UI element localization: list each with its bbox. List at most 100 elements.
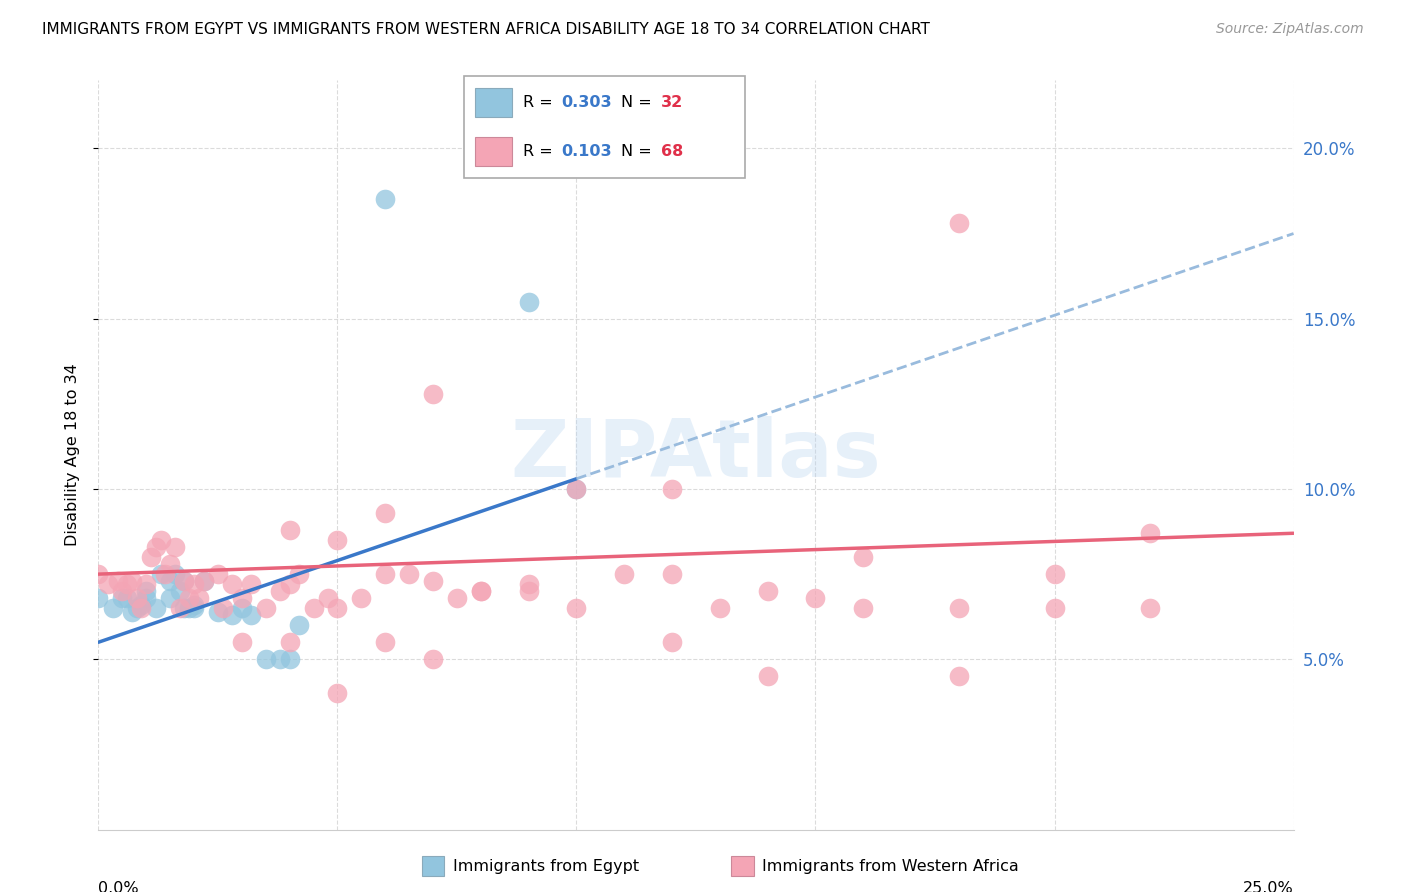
- Point: [278, 523, 301, 537]
- Point: [278, 652, 301, 666]
- Text: Source: ZipAtlas.com: Source: ZipAtlas.com: [1216, 22, 1364, 37]
- Point: [288, 618, 311, 632]
- Text: 0.103: 0.103: [561, 145, 612, 160]
- Point: [422, 652, 444, 666]
- Point: [326, 533, 349, 547]
- Point: [187, 591, 209, 605]
- Point: [87, 591, 110, 605]
- Text: R =: R =: [523, 95, 558, 110]
- Point: [115, 577, 138, 591]
- Point: [101, 601, 124, 615]
- Point: [179, 591, 201, 605]
- Point: [852, 601, 875, 615]
- Point: [183, 577, 205, 591]
- Point: [852, 550, 875, 565]
- Text: Immigrants from Egypt: Immigrants from Egypt: [453, 859, 638, 873]
- Point: [254, 601, 277, 615]
- Point: [221, 577, 243, 591]
- Point: [149, 533, 172, 547]
- Point: [374, 635, 396, 649]
- Text: 0.0%: 0.0%: [98, 880, 139, 892]
- Text: 32: 32: [661, 95, 683, 110]
- Point: [565, 601, 588, 615]
- Point: [145, 601, 167, 615]
- Point: [159, 591, 181, 605]
- Point: [398, 567, 420, 582]
- Point: [613, 567, 636, 582]
- Point: [173, 574, 195, 588]
- Point: [269, 584, 291, 599]
- Point: [302, 601, 325, 615]
- Point: [661, 567, 683, 582]
- Point: [948, 216, 970, 230]
- Point: [446, 591, 468, 605]
- Point: [183, 601, 205, 615]
- Point: [145, 540, 167, 554]
- Point: [326, 601, 349, 615]
- Point: [565, 482, 588, 496]
- Text: 0.303: 0.303: [561, 95, 612, 110]
- Point: [97, 577, 120, 591]
- Point: [125, 591, 148, 605]
- Point: [155, 567, 177, 582]
- Point: [517, 577, 540, 591]
- Text: R =: R =: [523, 145, 558, 160]
- Point: [163, 540, 186, 554]
- Point: [565, 482, 588, 496]
- Point: [135, 591, 157, 605]
- Point: [149, 567, 172, 582]
- Point: [139, 550, 162, 565]
- Point: [163, 567, 186, 582]
- Text: Immigrants from Western Africa: Immigrants from Western Africa: [762, 859, 1019, 873]
- FancyBboxPatch shape: [464, 76, 745, 178]
- Point: [173, 574, 195, 588]
- Point: [470, 584, 492, 599]
- Text: 68: 68: [661, 145, 683, 160]
- Point: [756, 584, 779, 599]
- Point: [231, 601, 253, 615]
- Text: N =: N =: [621, 145, 658, 160]
- Point: [207, 605, 229, 619]
- Point: [316, 591, 339, 605]
- Text: N =: N =: [621, 95, 658, 110]
- Point: [87, 567, 110, 582]
- Point: [193, 574, 215, 588]
- Point: [125, 601, 148, 615]
- Point: [1043, 567, 1066, 582]
- Point: [1139, 526, 1161, 541]
- Point: [221, 607, 243, 622]
- Point: [804, 591, 827, 605]
- Point: [326, 686, 349, 700]
- Point: [661, 635, 683, 649]
- Point: [756, 669, 779, 683]
- Point: [131, 601, 153, 615]
- Point: [948, 601, 970, 615]
- Y-axis label: Disability Age 18 to 34: Disability Age 18 to 34: [65, 364, 80, 546]
- Point: [374, 506, 396, 520]
- Text: 25.0%: 25.0%: [1243, 880, 1294, 892]
- Point: [709, 601, 731, 615]
- Point: [350, 591, 373, 605]
- Point: [422, 386, 444, 401]
- Point: [183, 598, 205, 612]
- Point: [115, 591, 138, 605]
- Point: [159, 557, 181, 571]
- Point: [374, 567, 396, 582]
- Point: [121, 574, 143, 588]
- Point: [121, 605, 143, 619]
- Point: [169, 584, 191, 599]
- Point: [278, 577, 301, 591]
- Point: [169, 601, 191, 615]
- Point: [231, 635, 253, 649]
- Point: [135, 584, 157, 599]
- Point: [240, 577, 263, 591]
- Point: [1139, 601, 1161, 615]
- Point: [1043, 601, 1066, 615]
- Point: [193, 574, 215, 588]
- Point: [159, 574, 181, 588]
- Point: [111, 584, 134, 599]
- Point: [107, 574, 129, 588]
- Point: [470, 584, 492, 599]
- Point: [661, 482, 683, 496]
- Point: [240, 607, 263, 622]
